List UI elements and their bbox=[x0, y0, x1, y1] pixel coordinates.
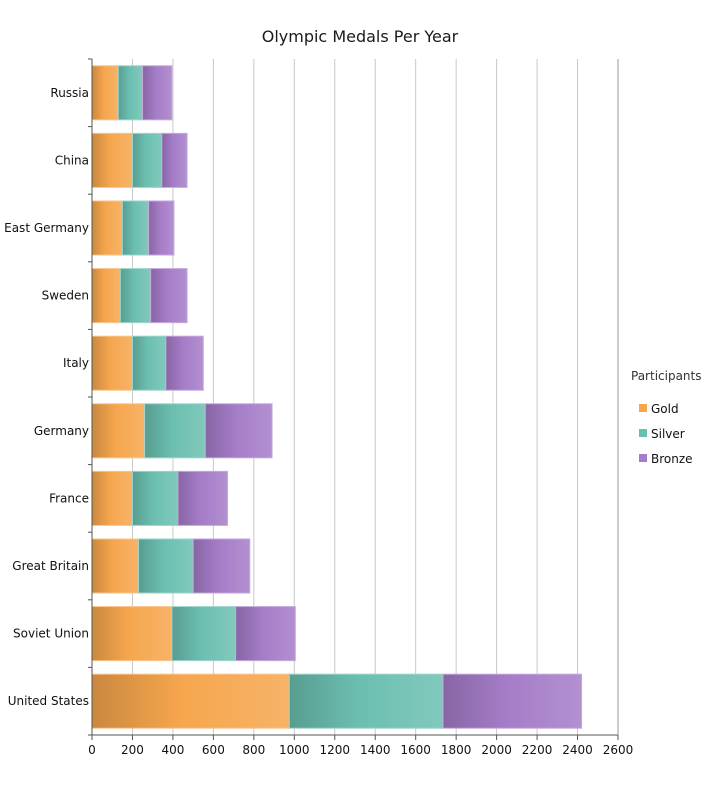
x-tick-label: 800 bbox=[242, 743, 265, 757]
category-label: Germany bbox=[34, 424, 89, 438]
bar-bronze bbox=[161, 132, 188, 188]
bar-gold bbox=[91, 470, 133, 526]
category-label: United States bbox=[8, 694, 89, 708]
x-tick-label: 1000 bbox=[279, 743, 310, 757]
bar-silver bbox=[121, 200, 150, 256]
bar-silver bbox=[138, 538, 194, 594]
x-tick-label: 400 bbox=[161, 743, 184, 757]
bar-bronze bbox=[442, 673, 583, 729]
x-tick-label: 1600 bbox=[400, 743, 431, 757]
bar-silver bbox=[171, 606, 237, 662]
legend-swatch-bronze bbox=[639, 454, 647, 462]
legend-label-gold: Gold bbox=[651, 402, 679, 416]
axis-labels: Russia China East Germany Sweden Italy German… bbox=[4, 86, 633, 757]
bar-bronze bbox=[177, 470, 229, 526]
bar-bronze bbox=[204, 403, 273, 459]
category-label: Sweden bbox=[42, 289, 89, 303]
x-tick-label: 1800 bbox=[441, 743, 472, 757]
legend-label-silver: Silver bbox=[651, 427, 685, 441]
bar-gold bbox=[91, 403, 146, 459]
legend-label-bronze: Bronze bbox=[651, 452, 693, 466]
bar-silver bbox=[144, 403, 206, 459]
category-label: Italy bbox=[63, 356, 89, 370]
x-tick-label: 2000 bbox=[481, 743, 512, 757]
bar-bronze bbox=[150, 268, 188, 324]
category-label: East Germany bbox=[4, 221, 89, 235]
bar-silver bbox=[288, 673, 444, 729]
x-tick-label: 2400 bbox=[562, 743, 593, 757]
bar-gold bbox=[91, 132, 133, 188]
bar-gold bbox=[91, 606, 173, 662]
bar-bronze bbox=[142, 65, 173, 121]
x-tick-label: 0 bbox=[88, 743, 96, 757]
bars bbox=[91, 65, 583, 729]
bar-gold bbox=[91, 65, 119, 121]
bar-bronze bbox=[192, 538, 251, 594]
x-tick-label: 200 bbox=[121, 743, 144, 757]
category-label: Soviet Union bbox=[13, 627, 89, 641]
bar-gold bbox=[91, 268, 121, 324]
axes bbox=[88, 58, 619, 740]
bar-gold bbox=[91, 200, 123, 256]
legend-swatch-silver bbox=[639, 429, 647, 437]
bar-silver bbox=[131, 132, 163, 188]
bar-bronze bbox=[235, 606, 296, 662]
x-tick-label: 600 bbox=[202, 743, 225, 757]
bar-gold bbox=[91, 538, 140, 594]
bar-silver bbox=[119, 268, 152, 324]
legend-title: Participants bbox=[631, 369, 702, 383]
x-tick-label: 2200 bbox=[522, 743, 553, 757]
legend: Participants Gold Silver Bronze bbox=[631, 369, 702, 466]
chart-title: Olympic Medals Per Year bbox=[262, 27, 459, 46]
bar-bronze bbox=[165, 335, 204, 391]
bar-bronze bbox=[148, 200, 175, 256]
x-tick-label: 1200 bbox=[319, 743, 350, 757]
category-label: France bbox=[49, 491, 89, 505]
x-tick-label: 2600 bbox=[603, 743, 634, 757]
legend-swatch-gold bbox=[639, 404, 647, 412]
bar-gold bbox=[91, 673, 290, 729]
bar-gold bbox=[91, 335, 133, 391]
bar-silver bbox=[131, 470, 179, 526]
x-tick-label: 1400 bbox=[360, 743, 391, 757]
bar-silver bbox=[117, 65, 144, 121]
category-label: China bbox=[55, 153, 89, 167]
category-label: Great Britain bbox=[12, 559, 89, 573]
category-label: Russia bbox=[50, 86, 89, 100]
bar-silver bbox=[131, 335, 167, 391]
